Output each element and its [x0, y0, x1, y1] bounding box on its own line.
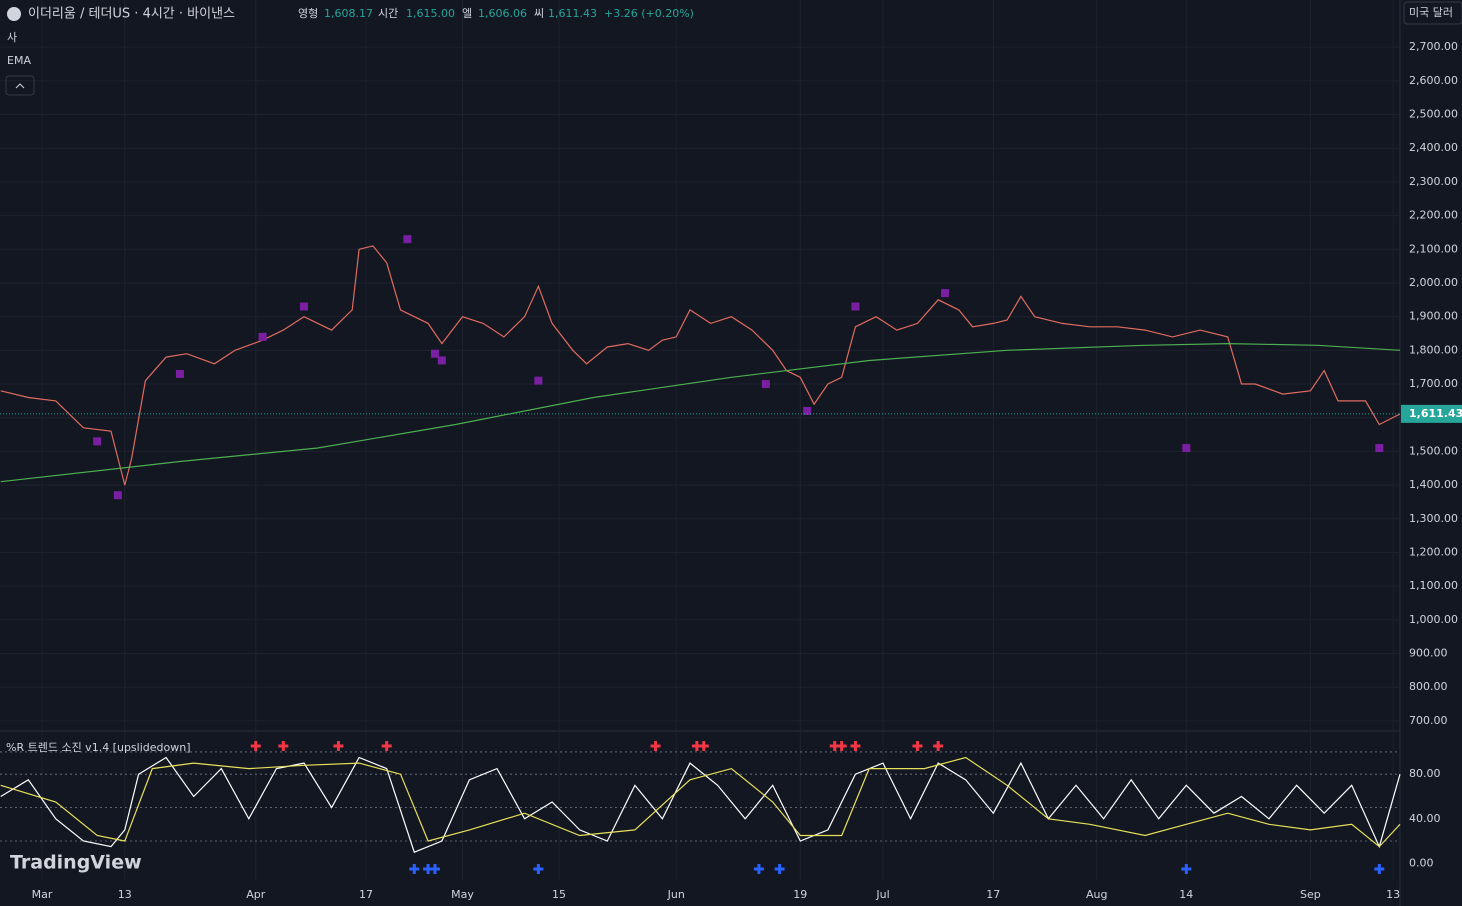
- signal-marker: [761, 380, 770, 389]
- signal-cross: [933, 741, 944, 751]
- ohlc-value: 1,608.17: [324, 7, 373, 20]
- y-tick-label: 2,100.00: [1409, 242, 1458, 255]
- last-price-label: 1,611.43: [1409, 407, 1462, 420]
- signal-marker: [113, 491, 122, 500]
- y-tick-label: 1,300.00: [1409, 512, 1458, 525]
- symbol: 이더리움 / 테더US · 4시간 · 바이낸스: [28, 7, 235, 22]
- signal-cross: [333, 741, 344, 751]
- signal-cross: [409, 864, 420, 874]
- y-tick-label: 900.00: [1409, 647, 1448, 660]
- currency-button[interactable]: [1403, 1, 1462, 25]
- x-tick-label: 13: [118, 888, 132, 901]
- ohlc-value: 1,611.43: [548, 7, 597, 20]
- signal-cross: [533, 864, 544, 874]
- signal-cross: [429, 864, 440, 874]
- signal-marker: [403, 235, 412, 244]
- signal-cross: [836, 741, 847, 751]
- signal-marker: [430, 349, 439, 358]
- y-tick-label: 1,100.00: [1409, 579, 1458, 592]
- signal-marker: [941, 289, 950, 298]
- x-tick-label: 13: [1386, 888, 1400, 901]
- legend-item[interactable]: 사: [7, 31, 17, 44]
- signal-marker: [1182, 444, 1191, 453]
- signal-cross: [250, 741, 261, 751]
- y-tick-label: 700.00: [1409, 714, 1448, 727]
- signal-cross: [698, 741, 709, 751]
- y-tick-label: 1,400.00: [1409, 478, 1458, 491]
- y-tick-label: 2,200.00: [1409, 209, 1458, 222]
- y-tick-label: 2,600.00: [1409, 74, 1458, 87]
- header: 이더리움 / 테더US · 4시간 · 바이낸스 영형 1,608.17 시간 …: [5, 1, 1462, 874]
- signal-marker: [175, 369, 184, 378]
- signal-marker: [534, 376, 543, 385]
- signal-marker: [851, 302, 860, 311]
- pane: [0, 741, 1401, 874]
- x-tick-label: 17: [359, 888, 373, 901]
- y-tick-label: 80.00: [1409, 767, 1441, 780]
- y-tick-label: 0.00: [1409, 856, 1434, 869]
- y-tick-label: 2,300.00: [1409, 175, 1458, 188]
- signal-marker: [93, 437, 102, 446]
- ohlc-value: 1,606.06: [478, 7, 527, 20]
- x-tick-label: Apr: [246, 888, 266, 901]
- collapse-icon: [15, 83, 25, 89]
- indicator-title: %R 트렌드 소진 v1.4 [upslidedown]: [6, 741, 191, 754]
- y-tick-label: 1,200.00: [1409, 545, 1458, 558]
- signal-cross: [1374, 864, 1385, 874]
- signal-marker: [258, 332, 267, 341]
- series-line: [0, 342, 1401, 483]
- currency[interactable]: 미국 달러: [1409, 6, 1453, 19]
- y-tick-label: 40.00: [1409, 812, 1441, 825]
- signal-cross: [1181, 864, 1192, 874]
- x-tick-label: May: [451, 888, 474, 901]
- ohlc-label: 시간: [378, 7, 398, 20]
- signal-marker: [1375, 444, 1384, 453]
- y-tick-label: 800.00: [1409, 680, 1448, 693]
- signal-marker: [437, 356, 446, 365]
- ohlc-value: 1,615.00: [406, 7, 455, 20]
- last-price-tag: [1401, 404, 1462, 423]
- x-tick-label: Sep: [1300, 888, 1321, 901]
- signal-cross: [912, 741, 923, 751]
- x-tick-label: Jul: [875, 888, 889, 901]
- signal-cross: [650, 741, 661, 751]
- collapse-button[interactable]: [5, 75, 35, 96]
- signal-cross: [774, 864, 785, 874]
- ohlc-label: 엘: [462, 7, 472, 20]
- y-tick-label: 2,400.00: [1409, 141, 1458, 154]
- x-tick-label: Aug: [1086, 888, 1107, 901]
- y-tick-label: 1,000.00: [1409, 613, 1458, 626]
- ohlc-label: 영형: [298, 7, 318, 20]
- signal-cross: [850, 741, 861, 751]
- y-tick-label: 2,700.00: [1409, 40, 1458, 53]
- y-tick-label: 1,500.00: [1409, 444, 1458, 457]
- signal-cross: [753, 864, 764, 874]
- y-tick-label: 1,800.00: [1409, 343, 1458, 356]
- ohlc-label: 씨: [534, 7, 544, 20]
- x-tick-label: 19: [793, 888, 807, 901]
- brand: TradingView: [10, 852, 142, 874]
- y-tick-label: 2,500.00: [1409, 108, 1458, 121]
- y-tick-label: 1,700.00: [1409, 377, 1458, 390]
- y-tick-label: 1,900.00: [1409, 310, 1458, 323]
- signal-marker: [299, 302, 308, 311]
- change: +3.26 (+0.20%): [604, 7, 694, 20]
- x-tick-label: Mar: [32, 888, 53, 901]
- signal-cross: [278, 741, 289, 751]
- series-line: [0, 756, 1401, 848]
- x-tick-label: 17: [986, 888, 1000, 901]
- legend-item[interactable]: EMA: [7, 54, 31, 67]
- series-line: [0, 756, 1401, 853]
- signal-cross: [381, 741, 392, 751]
- pane: [0, 0, 1401, 880]
- x-tick-label: Jun: [667, 888, 685, 901]
- symbol-icon: [7, 7, 21, 21]
- x-tick-label: 15: [552, 888, 566, 901]
- signal-marker: [803, 406, 812, 415]
- x-tick-label: 14: [1179, 888, 1193, 901]
- y-tick-label: 2,000.00: [1409, 276, 1458, 289]
